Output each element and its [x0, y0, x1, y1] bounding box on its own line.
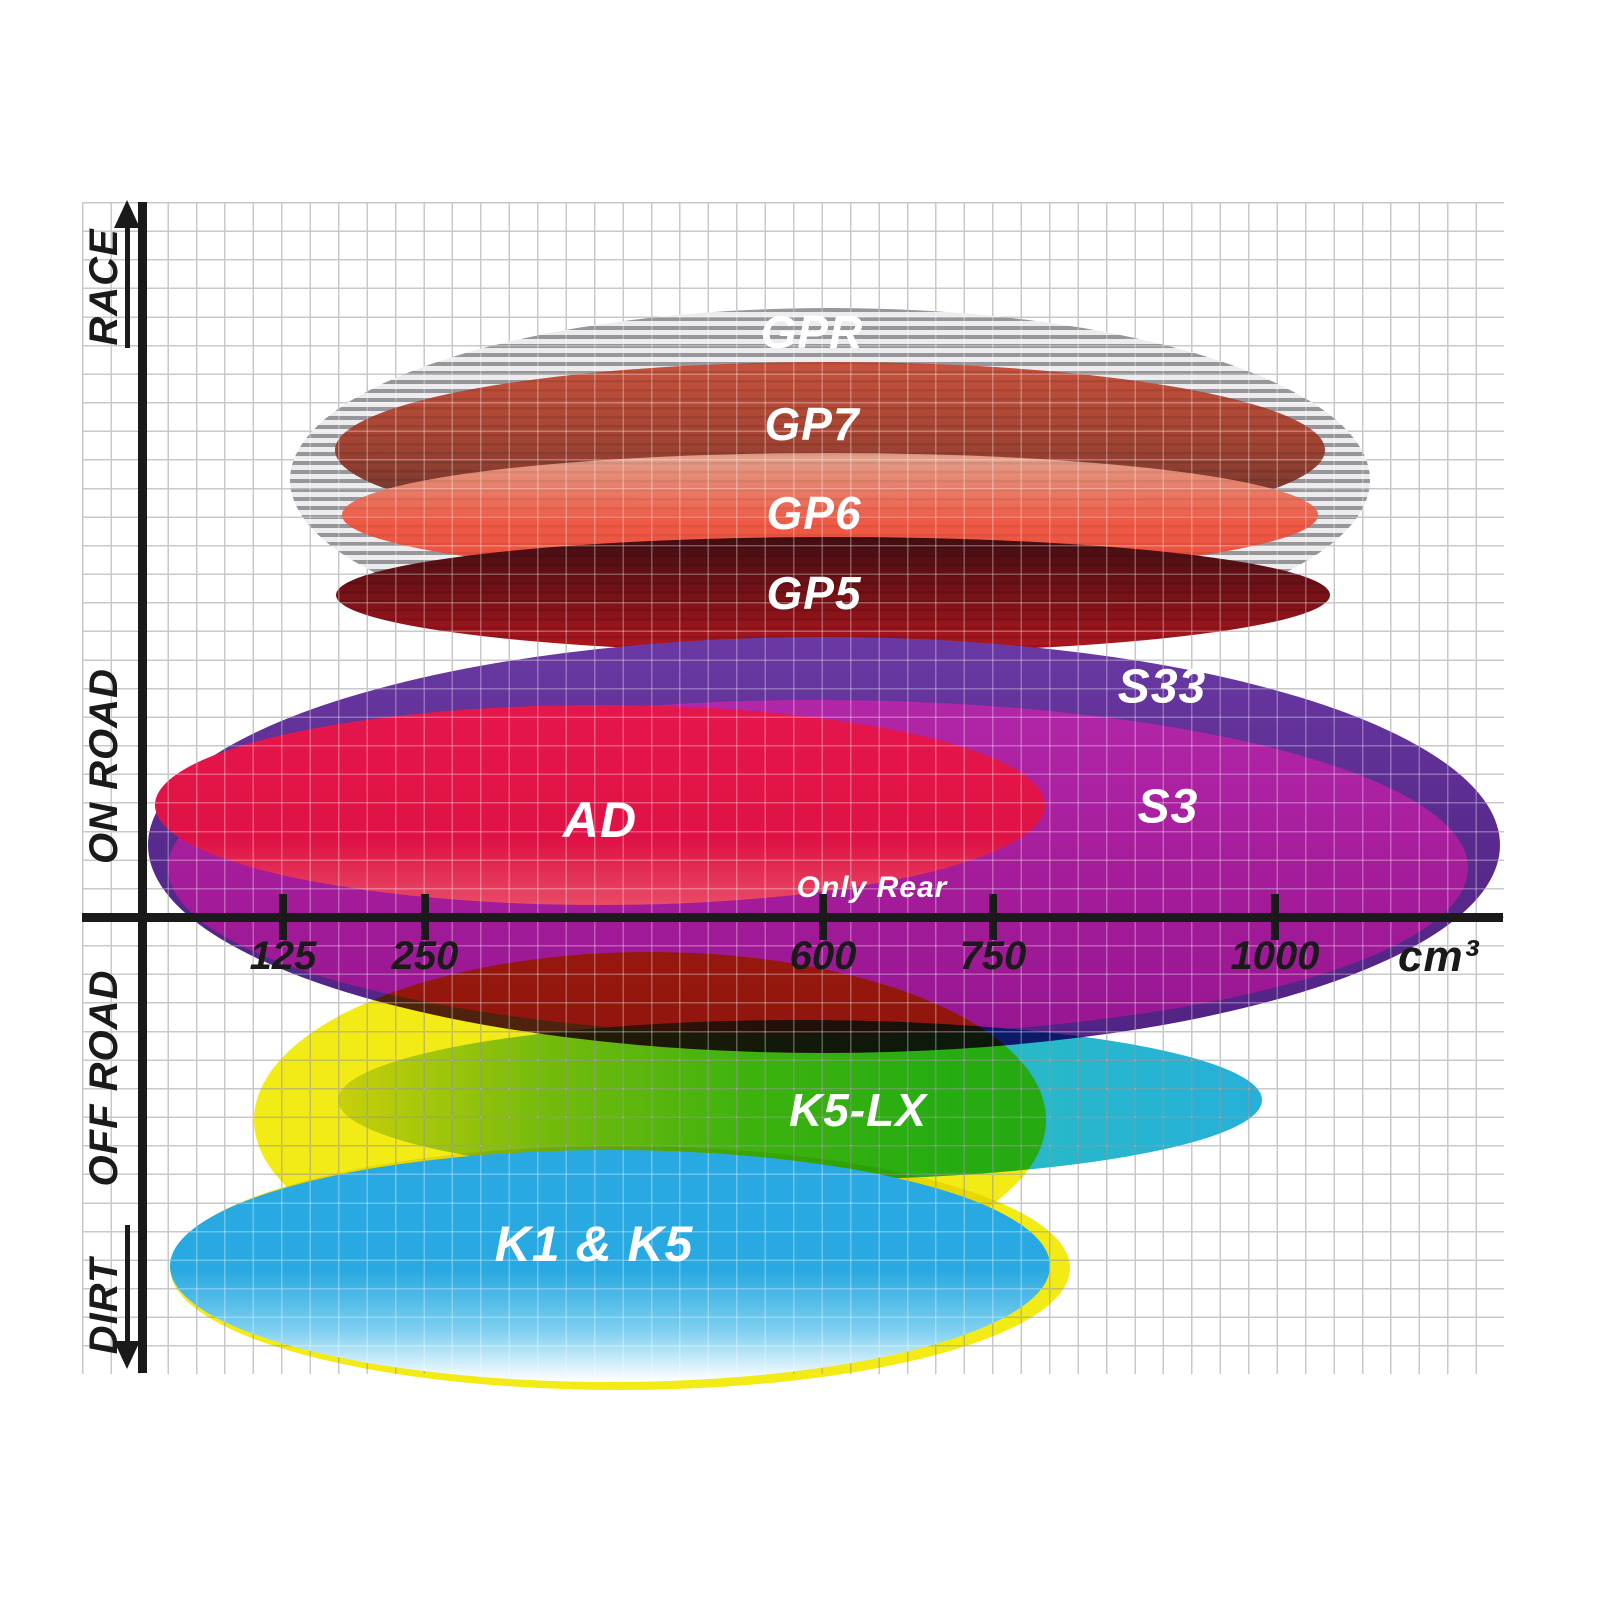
- x-tick-label-125: 125: [249, 934, 317, 978]
- race-arrow-up-icon: [114, 200, 140, 228]
- region-label-gp5: GP5: [766, 567, 862, 619]
- zone-label-race: RACE: [82, 228, 126, 346]
- region-gp5-ellipse: [336, 537, 1330, 653]
- zone-label-on-road: ON ROAD: [82, 668, 126, 864]
- region-label-gp7: GP7: [764, 398, 860, 450]
- x-tick-1000: [1271, 894, 1279, 940]
- region-ad-ellipse: [155, 705, 1045, 905]
- region-label-gpr: GPR: [760, 306, 864, 358]
- region-k1k5-ellipse: [170, 1150, 1050, 1382]
- x-tick-label-250: 250: [391, 934, 459, 978]
- region-label-ad: AD: [562, 792, 638, 848]
- x-axis-line: [82, 913, 1503, 922]
- dirt-arrow-line: [125, 1225, 130, 1343]
- region-label-s3: S3: [1137, 780, 1199, 834]
- x-tick-750: [989, 894, 997, 940]
- x-tick-600: [819, 894, 827, 940]
- x-tick-250: [421, 894, 429, 940]
- region-label-gp6: GP6: [766, 487, 862, 539]
- x-tick-label-750: 750: [959, 934, 1027, 978]
- region-label-k1k5: K1 & K5: [494, 1216, 694, 1272]
- race-arrow-line: [125, 224, 130, 348]
- region-label-s33: S33: [1117, 660, 1207, 714]
- dirt-arrow-down-icon: [114, 1341, 140, 1369]
- zone-label-dirt: DIRT: [82, 1257, 126, 1355]
- x-tick-label-1000: 1000: [1230, 934, 1320, 978]
- x-axis-unit-label: cm³: [1398, 932, 1480, 981]
- y-axis-line: [138, 202, 147, 1373]
- x-tick-125: [279, 894, 287, 940]
- x-tick-label-600: 600: [789, 934, 857, 978]
- region-label-k5lx: K5-LX: [789, 1084, 927, 1136]
